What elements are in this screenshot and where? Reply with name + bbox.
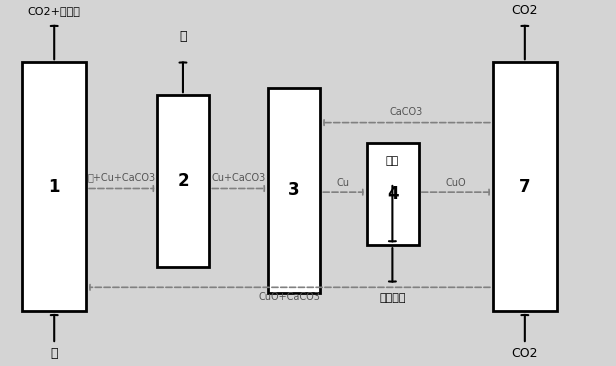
Bar	[22, 62, 86, 311]
Text: CuO: CuO	[445, 178, 466, 188]
Text: 4: 4	[387, 185, 399, 203]
Text: 2: 2	[177, 172, 189, 190]
Bar	[268, 88, 320, 293]
Text: Cu+CaCO3: Cu+CaCO3	[211, 172, 265, 183]
Text: 7: 7	[519, 178, 531, 196]
Text: CO2: CO2	[511, 347, 538, 360]
Bar	[493, 62, 557, 311]
Text: CuO+CaCO3: CuO+CaCO3	[259, 292, 320, 302]
Text: 灰: 灰	[179, 30, 187, 43]
Bar	[367, 143, 419, 245]
Text: Cu: Cu	[336, 178, 350, 188]
Text: 空气: 空气	[386, 156, 399, 166]
Text: CO2+水蒸气: CO2+水蒸气	[28, 6, 81, 16]
Text: CaCO3: CaCO3	[390, 107, 423, 117]
Text: 煤: 煤	[51, 347, 58, 360]
Text: 1: 1	[48, 178, 60, 196]
Text: 灰+Cu+CaCO3: 灰+Cu+CaCO3	[87, 172, 155, 183]
Text: CO2: CO2	[511, 4, 538, 18]
Text: 3: 3	[288, 181, 300, 199]
Bar	[157, 95, 209, 267]
Text: 残余空气: 残余空气	[379, 293, 406, 303]
